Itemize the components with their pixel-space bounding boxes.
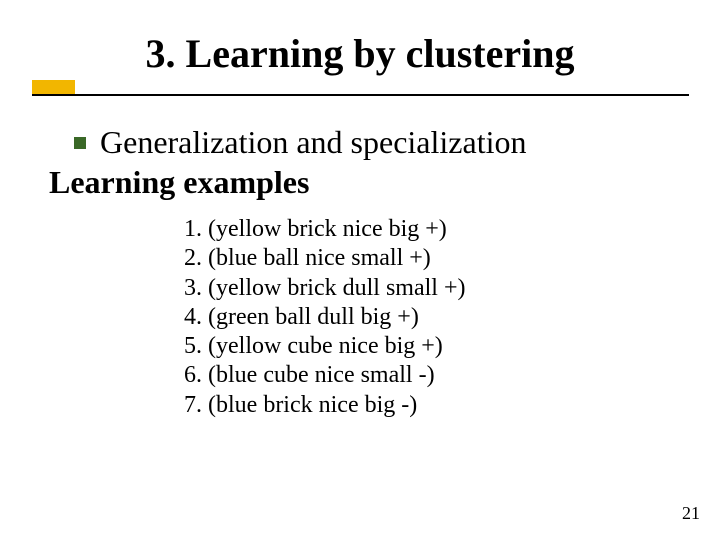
page-title: 3. Learning by clustering: [0, 30, 720, 77]
list-item: 4. (green ball dull big +): [184, 303, 465, 332]
examples-list: 1. (yellow brick nice big +) 2. (blue ba…: [184, 215, 465, 420]
list-item: 1. (yellow brick nice big +): [184, 215, 465, 244]
slide: 3. Learning by clustering Generalization…: [0, 0, 720, 540]
title-underline: [32, 94, 689, 96]
accent-bar: [32, 80, 75, 94]
list-item: 7. (blue brick nice big -): [184, 391, 465, 420]
square-bullet-icon: [74, 137, 86, 149]
bullet-text: Generalization and specialization: [100, 124, 526, 161]
page-number: 21: [682, 503, 700, 524]
list-item: 2. (blue ball nice small +): [184, 244, 465, 273]
bullet-row: Generalization and specialization: [74, 124, 526, 161]
subheading: Learning examples: [49, 164, 309, 201]
list-item: 6. (blue cube nice small -): [184, 361, 465, 390]
list-item: 5. (yellow cube nice big +): [184, 332, 465, 361]
list-item: 3. (yellow brick dull small +): [184, 274, 465, 303]
